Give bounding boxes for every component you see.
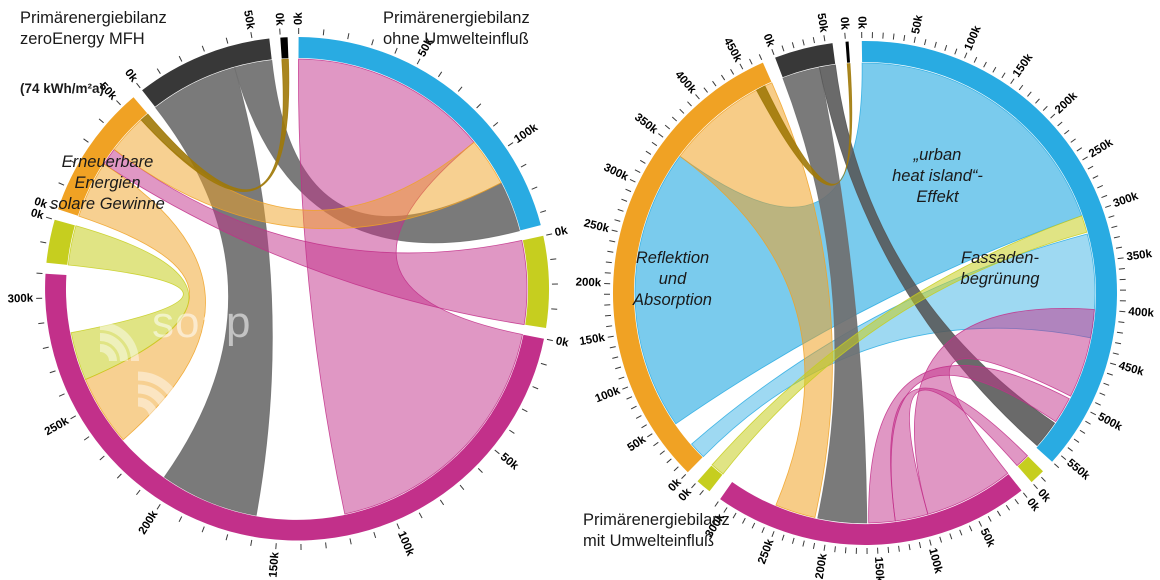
- svg-text:400k: 400k: [1128, 306, 1155, 320]
- svg-text:0k: 0k: [855, 16, 867, 30]
- svg-text:550k: 550k: [1064, 457, 1092, 483]
- svg-text:450k: 450k: [721, 36, 744, 65]
- svg-text:0k: 0k: [761, 32, 777, 49]
- svg-text:300k: 300k: [1112, 190, 1141, 210]
- svg-text:50k: 50k: [910, 13, 926, 35]
- svg-text:50k: 50k: [498, 451, 521, 473]
- svg-text:150k: 150k: [1011, 51, 1036, 79]
- svg-text:100k: 100k: [594, 385, 623, 406]
- svg-text:100k: 100k: [395, 530, 416, 559]
- svg-text:50k: 50k: [97, 80, 119, 103]
- svg-text:300k: 300k: [703, 511, 727, 540]
- svg-text:50k: 50k: [416, 36, 436, 59]
- svg-text:200k: 200k: [575, 276, 602, 289]
- svg-text:50k: 50k: [978, 527, 998, 550]
- svg-text:200k: 200k: [814, 552, 830, 580]
- svg-text:0k: 0k: [273, 12, 286, 26]
- svg-text:50k: 50k: [241, 9, 256, 31]
- svg-text:0k: 0k: [838, 17, 851, 31]
- svg-text:350k: 350k: [632, 111, 660, 137]
- svg-text:500k: 500k: [1096, 411, 1125, 434]
- svg-text:100k: 100k: [926, 547, 944, 575]
- svg-text:200k: 200k: [137, 508, 161, 537]
- svg-text:450k: 450k: [1117, 360, 1145, 379]
- svg-text:100k: 100k: [963, 24, 984, 53]
- svg-text:0k: 0k: [554, 225, 570, 240]
- svg-text:150k: 150k: [872, 556, 885, 580]
- svg-text:300k: 300k: [7, 293, 34, 306]
- svg-text:250k: 250k: [1087, 136, 1116, 160]
- svg-text:0k: 0k: [33, 196, 50, 212]
- svg-text:0k: 0k: [29, 207, 45, 222]
- svg-text:50k: 50k: [815, 12, 830, 33]
- svg-text:300k: 300k: [602, 162, 631, 184]
- svg-text:400k: 400k: [672, 69, 698, 97]
- svg-text:350k: 350k: [1126, 248, 1154, 263]
- svg-text:250k: 250k: [582, 217, 610, 235]
- svg-text:0k: 0k: [293, 12, 305, 25]
- svg-text:150k: 150k: [267, 551, 281, 578]
- svg-text:0k: 0k: [122, 67, 140, 85]
- svg-text:100k: 100k: [512, 121, 540, 146]
- svg-text:250k: 250k: [756, 537, 777, 566]
- svg-text:50k: 50k: [626, 433, 649, 454]
- svg-text:0k: 0k: [555, 335, 571, 349]
- svg-text:200k: 200k: [1053, 90, 1080, 117]
- svg-text:150k: 150k: [579, 332, 607, 348]
- svg-text:250k: 250k: [43, 415, 72, 438]
